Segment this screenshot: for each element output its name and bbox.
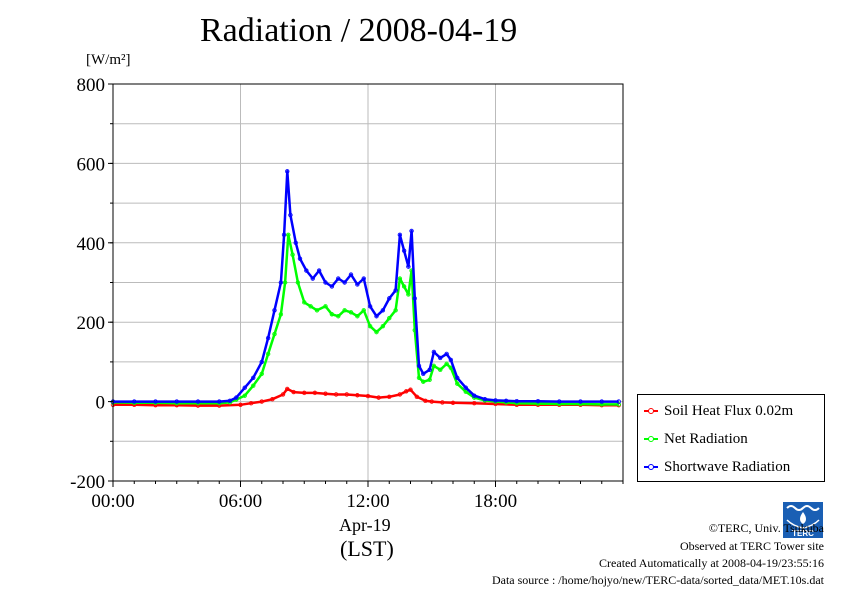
credit-source: Data source : /home/hojyo/new/TERC-data/… bbox=[491, 573, 824, 587]
y-tick-label: 800 bbox=[77, 75, 106, 96]
x-tick-label: 12:00 bbox=[346, 491, 389, 512]
credit-copyright: ©TERC, Univ. Tsukuba bbox=[708, 521, 824, 535]
y-axis-unit: [W/m²] bbox=[86, 52, 131, 68]
grid-lines bbox=[113, 84, 623, 481]
legend-swatch-green-icon bbox=[644, 436, 658, 442]
terc-logo-icon: TERC bbox=[783, 502, 823, 538]
credit-created: Created Automatically at 2008-04-19/23:5… bbox=[599, 556, 824, 570]
series-line bbox=[112, 233, 619, 406]
series-line bbox=[113, 387, 619, 407]
series-1 bbox=[110, 232, 621, 407]
legend-item-soil-heat-flux: Soil Heat Flux 0.02m bbox=[644, 400, 793, 422]
logo-text: TERC bbox=[792, 529, 814, 538]
x-axis-label: (LST) bbox=[340, 536, 394, 561]
series-layer bbox=[110, 169, 621, 408]
credit-site: Observed at TERC Tower site bbox=[679, 539, 824, 553]
legend-item-net-radiation: Net Radiation bbox=[644, 428, 748, 450]
axis-ticks: -200 0 200 400 600 800 00:00 06:00 12:00 18:00 bbox=[70, 75, 624, 512]
x-tick-label: 06:00 bbox=[219, 491, 262, 512]
series-line bbox=[113, 170, 619, 403]
legend-swatch-red-icon bbox=[644, 408, 658, 414]
legend-item-shortwave-radiation: Shortwave Radiation bbox=[644, 456, 790, 478]
legend-swatch-blue-icon bbox=[644, 464, 658, 470]
legend-label: Shortwave Radiation bbox=[664, 458, 791, 475]
x-axis-date: Apr-19 bbox=[339, 515, 391, 535]
y-tick-label: 0 bbox=[96, 393, 106, 414]
legend-label: Net Radiation bbox=[664, 430, 748, 447]
y-tick-label: -200 bbox=[70, 472, 105, 493]
x-tick-label: 18:00 bbox=[474, 491, 517, 512]
x-tick-label: 00:00 bbox=[91, 491, 134, 512]
legend-label: Soil Heat Flux 0.02m bbox=[664, 402, 794, 419]
chart-title: Radiation / 2008-04-19 bbox=[200, 12, 518, 49]
y-tick-label: 600 bbox=[77, 154, 106, 175]
y-tick-label: 400 bbox=[77, 234, 106, 255]
y-tick-label: 200 bbox=[77, 313, 106, 334]
legend: Soil Heat Flux 0.02m Net Radiation Short… bbox=[637, 394, 825, 482]
series-2 bbox=[110, 169, 621, 404]
